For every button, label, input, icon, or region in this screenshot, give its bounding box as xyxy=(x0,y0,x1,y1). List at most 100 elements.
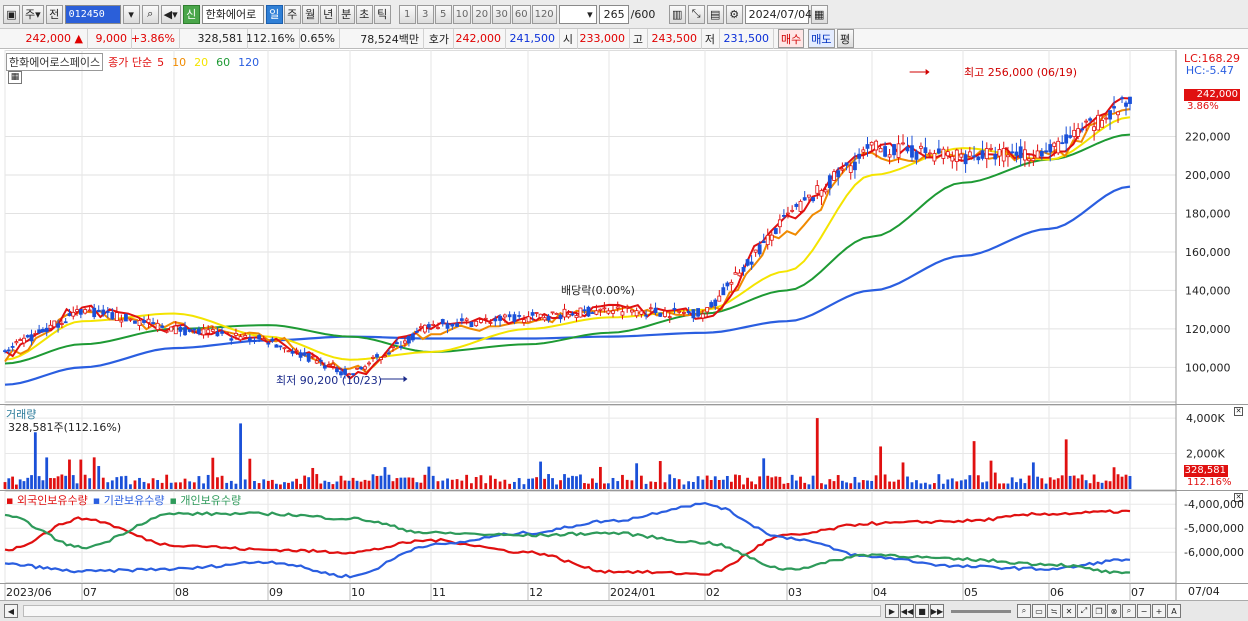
volume-chart-panel[interactable]: 거래량 328,581주(112.16%) ✕ 328,581 112.16% … xyxy=(0,404,1248,491)
period-button-분[interactable]: 분 xyxy=(337,4,355,24)
sell-button[interactable]: 매도 xyxy=(808,29,835,48)
volume-bar xyxy=(599,466,602,489)
minute-button-1[interactable]: 1 xyxy=(398,4,416,24)
volume-bar xyxy=(347,480,351,489)
last-page-icon[interactable]: ▶▶ xyxy=(930,604,944,618)
minute-button-5[interactable]: 5 xyxy=(434,4,452,24)
minute-button-60[interactable]: 60 xyxy=(511,4,531,24)
candle-body xyxy=(1076,128,1081,137)
volume-bar xyxy=(959,480,963,489)
volume-bar xyxy=(587,483,590,489)
close-icon[interactable]: ✕ xyxy=(1234,407,1243,416)
period-button-월[interactable]: 월 xyxy=(301,4,319,24)
candle-body xyxy=(261,338,266,341)
compare-icon[interactable]: ≒ xyxy=(1047,604,1061,618)
period-button-일[interactable]: 일 xyxy=(265,4,283,24)
search-icon[interactable]: ⌕ xyxy=(1122,604,1136,618)
cross-icon[interactable]: ✕ xyxy=(1062,604,1076,618)
first-page-icon[interactable]: ◀◀ xyxy=(900,604,914,618)
minute-button-10[interactable]: 10 xyxy=(452,4,472,24)
candle-body xyxy=(418,326,423,329)
candle-body xyxy=(96,309,101,312)
search-icon[interactable]: ⌕ xyxy=(141,4,159,24)
volume-bar xyxy=(750,481,753,489)
volume-bar xyxy=(1006,483,1010,489)
screen-menu-icon[interactable]: ▣ xyxy=(3,4,20,24)
minute-button-3[interactable]: 3 xyxy=(416,4,434,24)
buy-button[interactable]: 매수 xyxy=(778,29,805,48)
candle-body xyxy=(37,329,42,334)
ma-legend-20[interactable]: 20 xyxy=(194,55,209,69)
stock-code-input[interactable]: 012450 xyxy=(64,4,121,24)
font-size-icon[interactable]: A xyxy=(1167,604,1181,618)
candle-body xyxy=(1031,158,1036,162)
scroll-left-icon[interactable]: ◀ xyxy=(4,604,18,618)
volume-bar xyxy=(742,484,745,489)
period-button-년[interactable]: 년 xyxy=(319,4,337,24)
minus-icon[interactable]: − xyxy=(1137,604,1151,618)
volume-bar xyxy=(820,483,823,489)
ma-legend-10[interactable]: 10 xyxy=(172,55,187,69)
horizontal-scrollbar[interactable] xyxy=(23,605,881,617)
volume-bar xyxy=(591,478,594,489)
candle-body xyxy=(686,311,691,314)
draw-tool-icon[interactable]: ⤡ xyxy=(687,4,705,24)
holding-chart-panel[interactable]: ▪ 외국인보유수량 ▪ 기관보유수량 ▪ 개인보유수량 ✕ -4,000,000 -5… xyxy=(0,490,1248,584)
save-icon[interactable]: ▤ xyxy=(706,4,724,24)
zoom-slider[interactable] xyxy=(951,609,1011,613)
copy-icon[interactable]: ❐ xyxy=(1092,604,1106,618)
count-input[interactable]: 265 xyxy=(598,4,629,24)
period-button-틱[interactable]: 틱 xyxy=(373,4,391,24)
holding-legend-1[interactable]: ▪ 기관보유수량 xyxy=(92,494,165,507)
minute-button-20[interactable]: 20 xyxy=(472,4,492,24)
bottom-bar: ◀ ▶ ◀◀ ■ ▶▶ ⌕ ▭ ≒ ✕ ⤢ ❐ ⊗ ⌕ − + A xyxy=(0,600,1248,621)
eval-button[interactable]: 평 xyxy=(836,29,854,48)
candle-body xyxy=(861,149,866,153)
candle-body xyxy=(630,309,634,313)
plus-icon[interactable]: + xyxy=(1152,604,1166,618)
candle-body xyxy=(1039,150,1044,157)
candle-body xyxy=(919,145,923,149)
gear-icon[interactable]: ⚙ xyxy=(725,4,743,24)
minute-button-30[interactable]: 30 xyxy=(492,4,511,24)
window-icon[interactable]: ▭ xyxy=(1032,604,1046,618)
candle-body xyxy=(586,306,591,317)
scroll-right-icon[interactable]: ▶ xyxy=(885,604,899,618)
link-icon[interactable]: ⊗ xyxy=(1107,604,1121,618)
stop-icon[interactable]: ■ xyxy=(915,604,929,618)
ask-label: 호가 xyxy=(424,28,454,49)
prev-button[interactable]: 전 xyxy=(45,4,63,24)
volume-bar xyxy=(946,479,950,489)
speaker-icon[interactable]: ◀▾ xyxy=(160,4,181,24)
ma-legend-120[interactable]: 120 xyxy=(238,55,260,69)
volume-bar xyxy=(883,474,887,489)
candle-body xyxy=(479,319,483,323)
candle-icon[interactable]: ▥ xyxy=(668,4,686,24)
close-icon[interactable]: ✕ xyxy=(1234,493,1243,502)
custom-period-select[interactable]: ▾ xyxy=(558,4,597,24)
minute-button-120[interactable]: 120 xyxy=(531,4,557,24)
grid-toggle-icon[interactable]: ▦ xyxy=(8,71,22,84)
dropdown-icon[interactable]: ▾ xyxy=(122,4,140,24)
ma-legend-5[interactable]: 5 xyxy=(157,55,165,69)
volume-bar xyxy=(49,477,52,489)
zoom-search-icon[interactable]: ⌕ xyxy=(1017,604,1031,618)
market-select[interactable]: 주 ▾ xyxy=(22,4,44,24)
holding-legend-0[interactable]: ▪ 외국인보유수량 xyxy=(6,494,88,507)
volume-bar xyxy=(441,480,445,489)
trend-icon[interactable]: ⤢ xyxy=(1077,604,1091,618)
price-chart-panel[interactable]: 한화에어로스페이스 종가 단순 5 10 20 60 120 ▦ LC:168.29 H… xyxy=(0,50,1248,404)
date-input[interactable]: 2024/07/04 xyxy=(744,4,812,24)
volume-bar xyxy=(1108,481,1112,489)
volume-chart-svg: 2,000K 4,000K xyxy=(3,405,1225,491)
volume-bar xyxy=(234,483,238,489)
holding-legend-2[interactable]: ▪ 개인보유수량 xyxy=(169,494,242,507)
period-button-주[interactable]: 주 xyxy=(283,4,301,24)
volume-bar xyxy=(1084,480,1088,489)
period-button-초[interactable]: 초 xyxy=(355,4,373,24)
candle-body xyxy=(566,313,571,318)
ma-legend-60[interactable]: 60 xyxy=(216,55,231,69)
volume-bar xyxy=(1060,475,1064,489)
volume-bar xyxy=(849,483,853,489)
calendar-icon[interactable]: ▦ xyxy=(810,4,828,24)
